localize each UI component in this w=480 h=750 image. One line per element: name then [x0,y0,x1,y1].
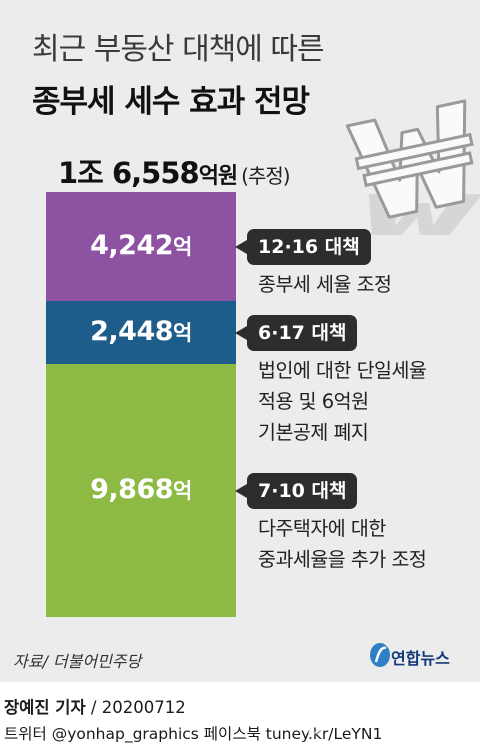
total-unit: 억원 [198,164,238,189]
description-line: 종부세 세율 조정 [258,272,392,296]
watermark-icon [300,705,329,735]
bar-value-number: 2,448 [90,315,174,347]
publish-date: / 20200712 [90,698,186,717]
total-value: 1조 6,558억원 (추정) [58,150,291,192]
bar-segment: 9,868억 [46,364,236,617]
description-line: 중과세율을 추가 조정 [258,547,427,571]
bar-segment: 2,448억 [46,301,236,364]
bar-value-unit: 억 [173,320,192,345]
measure-description: 종부세 세율 조정 [258,269,392,300]
description-line: 법인에 대한 단일세율 [258,358,427,382]
source-text: 자료/ 더불어민주당 [13,652,142,671]
total-amount: 1조 6,558 [58,156,200,190]
bar-value-label: 4,242억 [46,230,236,261]
measure-tag: 12·16 대책 [235,228,371,265]
bar-segment: 4,242억 [46,192,236,301]
measure-tag: 7·10 대책 [234,472,358,509]
description-line: 다주택자에 대한 [258,516,386,540]
credit-line: 장예진 기자 / 20200712 [4,694,186,718]
total-note: (추정) [241,164,290,188]
yonhap-logo-icon [370,643,390,667]
won-sign-icon [345,99,480,235]
reporter-name: 장예진 기자 [4,698,86,717]
stacked-bar: 4,242억 2,448억 9,868억 [46,192,236,617]
bar-value-number: 9,868 [90,473,174,505]
bar-value-unit: 억 [173,478,192,503]
description-line: 기본공제 폐지 [258,420,369,444]
description-line: 적용 및 6억원 [258,389,369,413]
social-line: 트위터 @yonhap_graphics 페이스북 tuney.kr/LeYN1 [4,725,383,743]
brand-name: 연합뉴스 [391,649,450,668]
bar-value-unit: 억 [173,234,192,259]
title-line-1: 최근 부동산 대책에 따른 [32,32,325,67]
measure-tag: 6·17 대책 [234,314,358,351]
bar-value-label: 9,868억 [46,474,236,505]
watermark-text: YONHAP NEWS [331,712,448,728]
bar-value-number: 4,242 [90,229,174,261]
title-line-2: 종부세 세수 효과 전망 [32,84,310,120]
bar-value-label: 2,448억 [46,316,236,347]
